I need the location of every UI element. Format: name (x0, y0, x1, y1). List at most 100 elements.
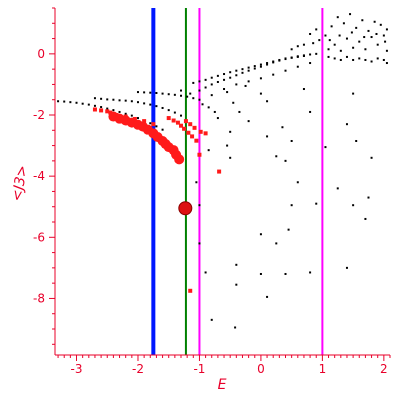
data-point (296, 55, 299, 58)
data-point (358, 57, 361, 60)
x-tick-label: 0 (257, 362, 265, 376)
data-point (226, 91, 229, 94)
data-point (364, 58, 367, 61)
data-point (69, 101, 72, 104)
data-point (376, 57, 379, 60)
data-point (190, 134, 195, 139)
data-point (266, 100, 269, 103)
data-point (213, 110, 216, 113)
data-point (99, 108, 104, 113)
data-point (179, 123, 184, 128)
data-point (223, 73, 226, 76)
data-point (192, 81, 195, 84)
data-point (229, 156, 232, 159)
data-point (364, 217, 367, 220)
data-point (259, 77, 262, 80)
data-point (290, 56, 293, 59)
data-point (192, 97, 195, 100)
data-point (112, 109, 115, 112)
data-point (198, 129, 203, 134)
data-point (198, 89, 201, 92)
data-point (106, 98, 109, 101)
data-point (290, 204, 293, 207)
data-point (352, 46, 355, 49)
data-point (130, 100, 133, 103)
data-point (345, 55, 348, 58)
data-point (161, 106, 164, 109)
data-point (355, 139, 358, 142)
data-point (198, 98, 201, 101)
data-point (287, 228, 290, 231)
data-point (188, 288, 193, 293)
data-point (92, 107, 97, 112)
data-point (338, 34, 341, 37)
data-point (266, 63, 269, 66)
data-point (207, 149, 210, 152)
data-point (210, 318, 213, 321)
data-point (284, 69, 287, 72)
data-point (290, 48, 293, 51)
data-point (345, 123, 348, 126)
data-point (284, 272, 287, 275)
data-point (118, 110, 121, 113)
data-point (186, 130, 191, 135)
data-point (197, 152, 202, 157)
data-point (108, 110, 113, 115)
data-point (226, 144, 229, 147)
data-point (180, 94, 183, 97)
data-point (167, 109, 170, 112)
data-point (235, 263, 238, 266)
data-point (155, 105, 158, 108)
data-point (216, 74, 219, 77)
data-point (284, 159, 287, 162)
data-point (124, 99, 127, 102)
data-point (124, 112, 127, 115)
data-point (155, 91, 158, 94)
data-point (284, 58, 287, 61)
data-point (296, 181, 299, 184)
data-point (130, 114, 133, 117)
data-point (247, 80, 250, 83)
data-point (275, 242, 278, 245)
data-point (302, 54, 305, 57)
y-tick-label: 0 (37, 47, 45, 61)
data-point (198, 204, 201, 207)
data-point (352, 204, 355, 207)
data-point (382, 34, 385, 37)
data-point (247, 120, 250, 123)
data-point (112, 98, 115, 101)
data-point (229, 76, 232, 79)
data-point (186, 95, 189, 98)
data-point (296, 65, 299, 68)
y-tick-label: -8 (33, 291, 45, 305)
data-point (143, 102, 146, 105)
data-point (210, 76, 213, 79)
data-point (358, 40, 361, 43)
data-point (235, 83, 238, 86)
data-point (223, 88, 226, 91)
data-point (161, 128, 164, 131)
data-point (175, 120, 180, 125)
data-point (339, 49, 342, 52)
data-point (302, 88, 305, 91)
data-point (173, 111, 176, 114)
data-point (106, 107, 109, 110)
data-point (57, 100, 60, 103)
data-point (266, 62, 269, 65)
tick-labels: -3 -2 -1 0 1 2 0 -2 -4 -6 -8 (33, 47, 388, 376)
data-point (302, 43, 305, 46)
data-point (204, 86, 207, 89)
data-point (328, 39, 331, 42)
data-point (385, 62, 388, 65)
data-point (149, 122, 152, 125)
data-point (234, 326, 237, 329)
data-point (363, 36, 366, 39)
data-point (87, 103, 90, 106)
data-point (178, 201, 193, 216)
data-point (238, 110, 241, 113)
data-point (203, 131, 208, 136)
data-point (161, 92, 164, 95)
x-tick-label: -2 (132, 362, 144, 376)
data-point (309, 110, 312, 113)
data-point (367, 196, 370, 199)
